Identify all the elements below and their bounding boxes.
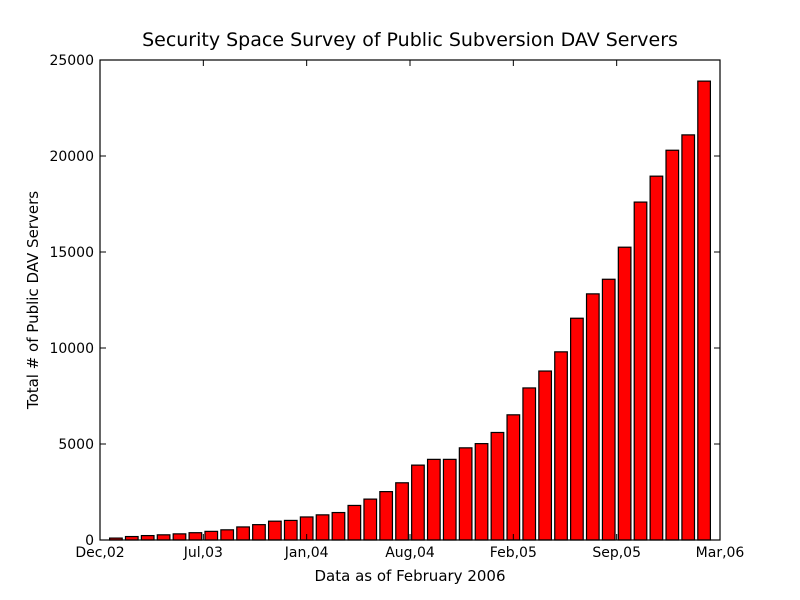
bar [140,534,155,541]
bar [236,526,250,541]
bar [220,529,235,541]
bar [411,464,425,541]
y-tick-label: 5000 [58,437,94,453]
bar [267,520,282,541]
x-tick-label: Jan,04 [284,545,329,561]
bar [363,498,378,541]
bar [681,134,696,541]
bar [601,278,616,541]
bar [426,458,441,541]
bar [347,504,362,541]
bar [697,80,711,541]
bar [315,514,330,541]
bar [522,387,537,541]
bar [506,414,521,541]
plot-frame [99,59,721,541]
y-tick-label: 25000 [49,53,94,69]
bar [538,370,553,541]
x-tick-label: Dec,02 [75,545,124,561]
bar [252,524,266,541]
y-axis: 0 5000 10000 15000 20000 25000 [49,53,720,549]
x-tick-label: Feb,05 [490,545,537,561]
x-tick-label: Jul,03 [183,545,223,561]
x-tick-label: Sep,05 [592,545,641,561]
bar [458,447,473,541]
x-axis-label: Data as of February 2006 [315,567,506,585]
bar [633,201,648,541]
bar [474,443,489,541]
bar [665,149,680,541]
y-tick-label: 15000 [49,245,94,261]
bar [617,246,632,541]
bar [379,491,394,541]
bar [442,458,457,541]
bar-group [108,80,711,541]
bar [585,293,600,541]
x-tick-label: Aug,04 [385,545,435,561]
y-tick-label: 10000 [49,341,94,357]
y-axis-label: Total # of Public DAV Servers [24,191,42,410]
x-axis: Dec,02 Jul,03 Jan,04 Aug,04 Feb,05 Sep,05 Mar,… [75,60,744,561]
bar [649,175,664,541]
bar [570,317,584,541]
x-tick-label: Mar,06 [696,545,745,561]
chart-title: Security Space Survey of Public Subversi… [142,29,678,51]
y-tick-label: 20000 [49,149,94,165]
bar [331,511,346,541]
bar [204,530,219,541]
bar [188,532,203,541]
bar [283,519,298,541]
bar [172,533,187,541]
bar [395,482,409,541]
bar [490,431,505,541]
bar [156,534,171,541]
y-tick-label: 0 [85,533,94,549]
bar [554,351,568,541]
